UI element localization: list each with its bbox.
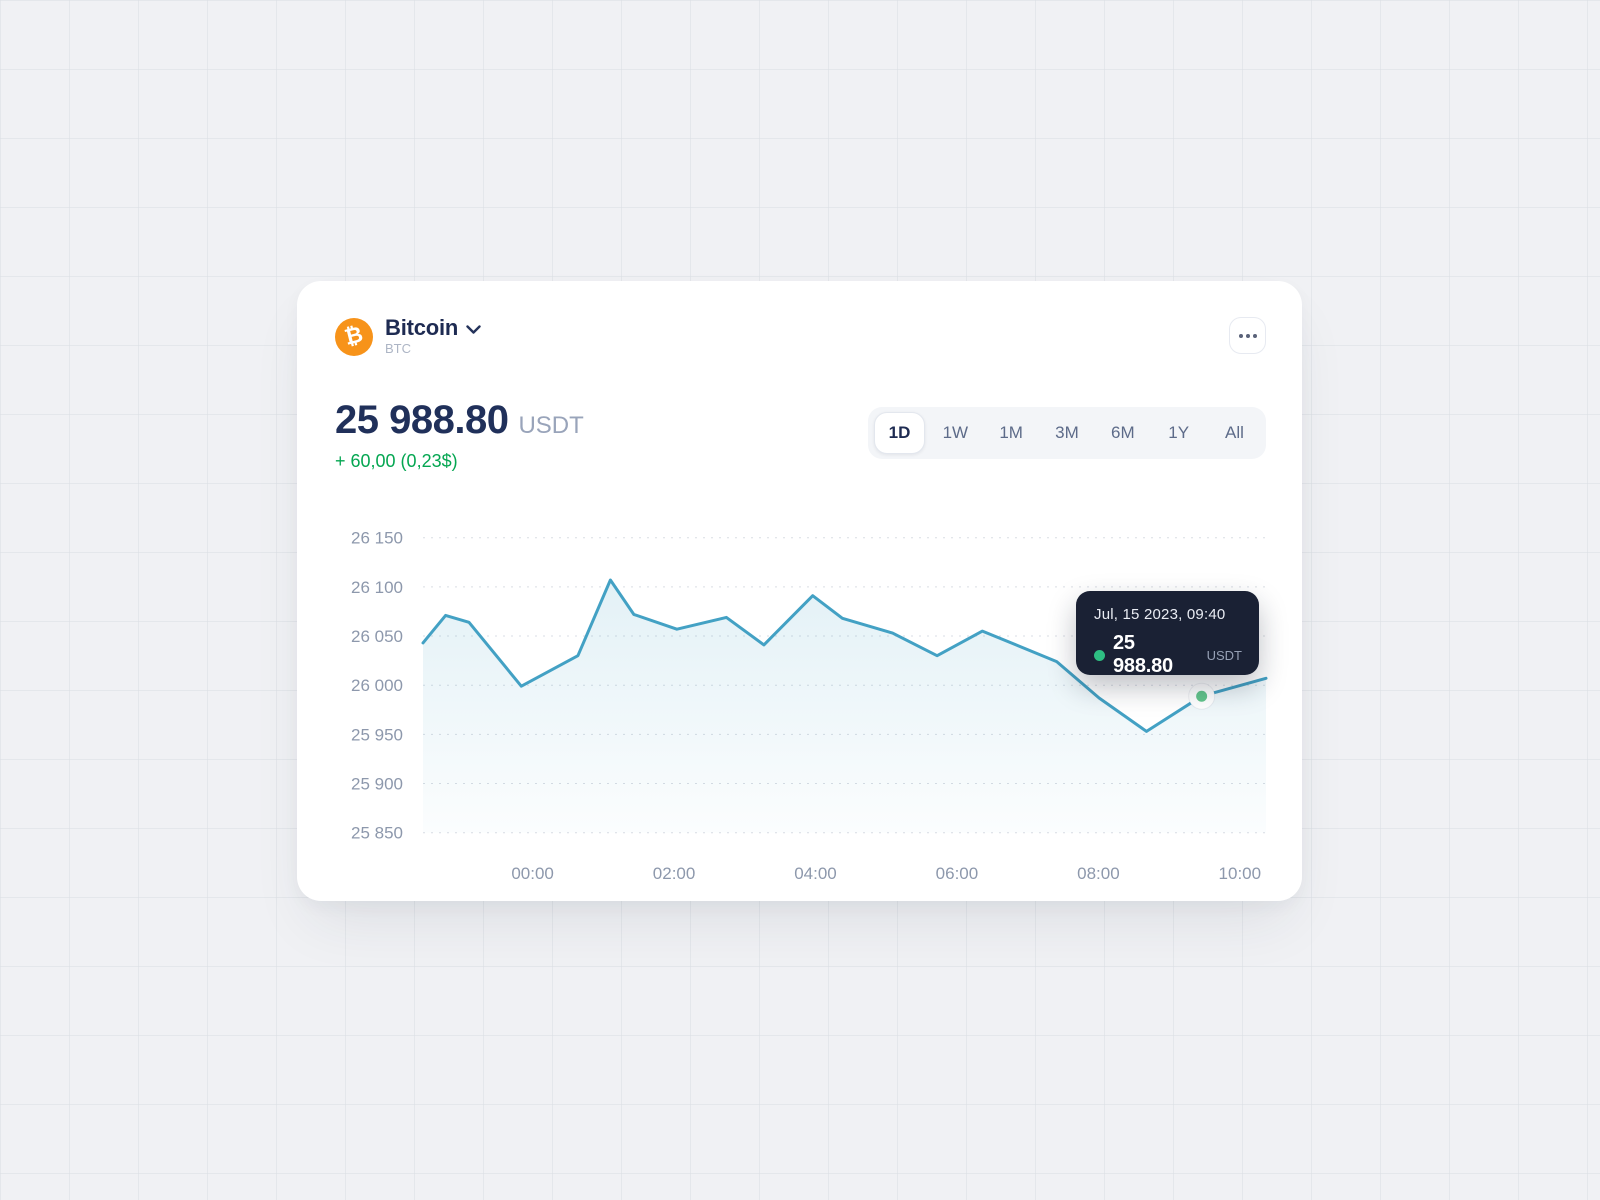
asset-name: Bitcoin [385,315,459,340]
y-axis-tick-label: 25 900 [351,775,403,794]
tooltip-price: 25 988.80 [1113,632,1173,677]
range-option-3m[interactable]: 3M [1041,412,1092,454]
y-axis-tick-label: 26 100 [351,578,403,597]
range-selector: 1D 1W 1M 3M 6M 1Y All [868,407,1266,459]
price-block: 25 988.80 USDT + 60,00 (0,23$) [335,399,584,472]
y-axis-tick-label: 26 050 [351,627,403,646]
y-axis-tick-label: 25 950 [351,725,403,744]
range-option-1d[interactable]: 1D [874,412,925,454]
price-line [421,578,1268,733]
bitcoin-icon: ₿ [335,317,373,356]
tooltip-series-dot [1094,649,1105,661]
x-axis-tick-label: 06:00 [936,864,979,883]
chart-tooltip: Jul, 15 2023, 09:40 25 988.80 USDT [1076,591,1259,677]
x-axis-tick-label: 02:00 [653,864,696,883]
card-header: ₿ Bitcoin BTC [335,317,1266,359]
price-area-fill [423,580,1266,833]
y-axis-tick-label: 26 000 [351,676,403,695]
x-axis-tick-label: 04:00 [794,864,837,883]
bitcoin-glyph: ₿ [342,321,366,351]
price-value: 25 988.80 [335,398,509,442]
y-axis-tick-label: 25 850 [351,824,403,843]
range-option-1m[interactable]: 1M [986,412,1037,454]
x-axis-tick-label: 10:00 [1219,864,1262,883]
price-chart[interactable]: 26 150 26 100 26 050 26 000 25 950 25 900 25 8… [297,520,1302,892]
more-options-button[interactable] [1229,317,1266,354]
price-change: + 60,00 (0,23$) [335,451,458,471]
range-option-all[interactable]: All [1209,412,1260,454]
tooltip-currency: USDT [1206,647,1242,663]
tooltip-datetime: Jul, 15 2023, 09:40 [1094,606,1226,623]
price-chart-card: ₿ Bitcoin BTC 25 988.80 USDT + 60,00 (0,… [297,281,1302,901]
x-axis-tick-label: 08:00 [1077,864,1120,883]
highlight-marker-dot [1196,690,1208,702]
asset-symbol: BTC [385,341,411,356]
range-option-1y[interactable]: 1Y [1153,412,1204,454]
price-currency: USDT [518,412,584,439]
x-axis-tick-label: 00:00 [511,864,554,883]
asset-text: Bitcoin BTC [385,317,481,356]
ellipsis-icon [1238,333,1257,338]
chevron-down-icon [466,324,481,334]
range-option-1w[interactable]: 1W [930,412,981,454]
asset-selector[interactable]: ₿ Bitcoin BTC [335,317,481,356]
range-option-6m[interactable]: 6M [1097,412,1148,454]
y-axis-tick-label: 26 150 [351,529,403,548]
